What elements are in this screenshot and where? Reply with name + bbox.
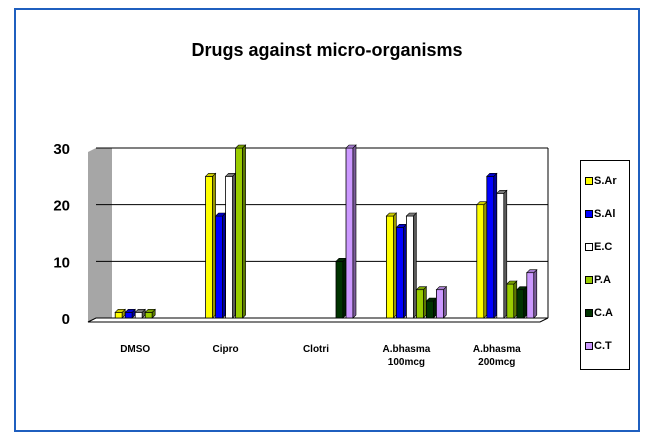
bar-sar-4 [476, 204, 485, 319]
bar-top [405, 212, 418, 217]
bar-side [413, 212, 417, 319]
legend-item-sar: S.Ar [585, 175, 617, 187]
legend-label: C.A [594, 307, 613, 319]
bar-top [486, 173, 498, 177]
bar-top [134, 309, 146, 313]
bar-sal-0 [124, 311, 133, 319]
bar-ec-4 [496, 192, 505, 319]
bar-top [114, 309, 126, 313]
legend-swatch [585, 177, 593, 185]
bar-pa-4 [506, 283, 515, 319]
bar-ct-2 [345, 147, 354, 319]
wall-shade [96, 148, 112, 318]
bar-top [496, 190, 508, 194]
bar-side [222, 212, 226, 319]
bar-side [493, 172, 498, 319]
bar-side [352, 144, 357, 319]
bar-sal-4 [486, 175, 495, 319]
x-tick-label: A.bhasma [383, 344, 431, 355]
bar-side [232, 172, 236, 319]
bar-top [415, 286, 428, 290]
bar-side [523, 285, 528, 319]
legend-swatch [585, 243, 593, 251]
bar-top [385, 212, 398, 217]
floor [87, 317, 549, 323]
legend: S.Ar S.Al E.C P.A C.A C.T [580, 160, 630, 370]
bar-ca-4 [516, 289, 525, 319]
bar-side [533, 268, 538, 319]
chart-frame: Drugs against micro-organisms [14, 8, 640, 432]
x-tick-label: A.bhasma [473, 344, 521, 355]
bar-pa-3 [415, 289, 424, 319]
legend-swatch [585, 276, 593, 284]
chart-title: Drugs against micro-organisms [191, 40, 463, 60]
bar-ct-3 [435, 289, 444, 319]
bar-top [204, 173, 217, 177]
bar-side [342, 257, 347, 319]
bar-top [144, 309, 156, 313]
bar-ec-0 [134, 311, 143, 319]
bar-sar-1 [205, 175, 214, 319]
bar-top [526, 269, 538, 273]
legend-label: S.Al [594, 208, 616, 220]
legend-item-sal: S.Al [585, 208, 615, 220]
legend-label: S.Ar [594, 175, 617, 187]
bar-pa-0 [144, 311, 153, 319]
bar-side [443, 285, 447, 319]
bar-top [506, 280, 518, 285]
bar-top [345, 144, 357, 149]
x-tick-label: Clotri [303, 344, 329, 355]
bar-top [234, 144, 247, 149]
legend-swatch [585, 342, 593, 350]
bar-side [212, 172, 216, 319]
x-tick-label: Cipro [213, 344, 239, 355]
bar-sar-3 [385, 215, 394, 319]
y-tick-label: 30 [53, 141, 70, 158]
bar-sal-1 [215, 215, 224, 319]
legend-swatch [585, 309, 593, 317]
bar-ct-4 [526, 272, 535, 319]
bar-side [403, 223, 407, 319]
bar-sar-0 [114, 311, 123, 319]
legend-item-ct: C.T [585, 340, 612, 352]
legend-label: P.A [594, 274, 611, 286]
legend-item-ca: C.A [585, 307, 613, 319]
bar-side [513, 280, 518, 319]
bar-ec-3 [405, 215, 414, 319]
bar-side [433, 297, 437, 319]
bar-ca-3 [425, 300, 434, 319]
legend-item-ec: E.C [585, 241, 612, 253]
y-tick-label: 0 [62, 311, 70, 328]
y-tick-label: 10 [53, 254, 70, 271]
bar-sal-3 [395, 226, 404, 319]
y-tick-label: 20 [53, 198, 70, 215]
bar-side [393, 212, 397, 319]
legend-item-pa: P.A [585, 274, 611, 286]
legend-label: E.C [594, 241, 613, 253]
bar-side [242, 144, 246, 319]
bar-ec-1 [225, 175, 234, 319]
x-tick-label: 200mcg [478, 357, 515, 368]
x-tick-label: DMSO [120, 344, 150, 355]
legend-swatch [585, 210, 593, 218]
bar-side [483, 200, 488, 319]
bar-side [503, 189, 508, 319]
bar-ca-2 [335, 260, 344, 319]
bar-pa-1 [235, 147, 244, 319]
bar-top [124, 309, 136, 313]
bar-top [435, 286, 448, 290]
side-wall [88, 148, 96, 322]
x-tick-label: 100mcg [388, 357, 425, 368]
legend-label: C.T [594, 340, 612, 352]
bar-side [423, 285, 427, 319]
